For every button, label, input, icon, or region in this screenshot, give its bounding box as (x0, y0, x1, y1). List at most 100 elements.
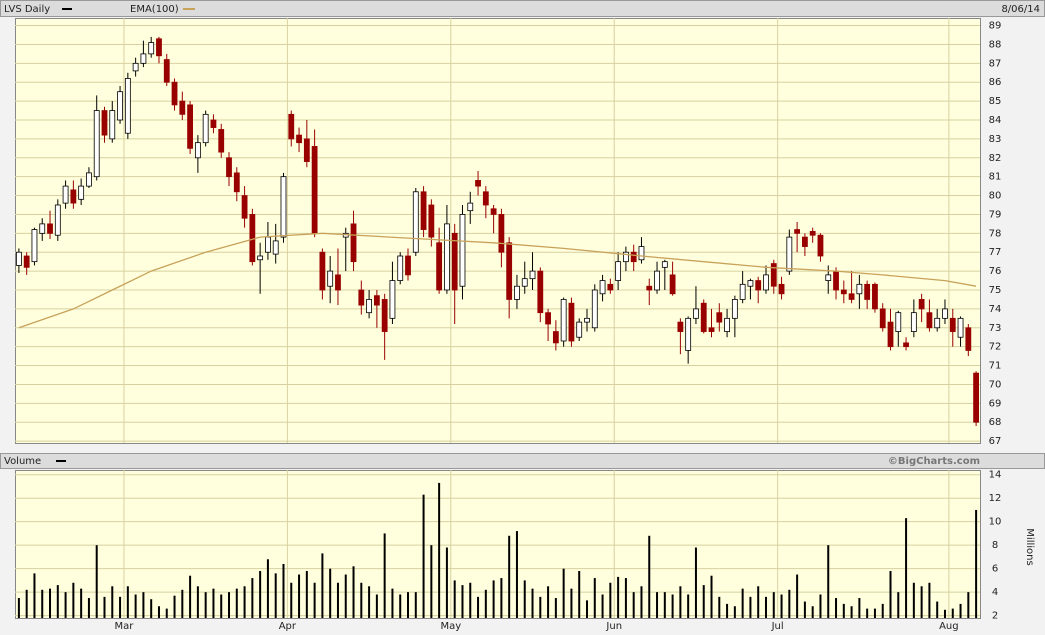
volume-bar (547, 586, 550, 618)
volume-bar (17, 598, 20, 618)
candle-body (926, 312, 933, 329)
volume-bar (72, 582, 75, 618)
date: 8/06/14 (1001, 4, 1040, 15)
volume-bar (352, 566, 355, 618)
candle-body (124, 78, 131, 134)
candle-body (15, 251, 22, 266)
candle-body (529, 270, 536, 280)
y-tick-label: 6 (992, 564, 998, 575)
candle-body (39, 223, 46, 234)
y-tick-label: 73 (989, 323, 1002, 334)
volume-panel (15, 470, 981, 619)
candle-body (373, 295, 380, 306)
candle-body (86, 172, 92, 187)
volume-bar (835, 598, 838, 618)
volume-bar (235, 588, 238, 618)
candle-body (965, 327, 972, 351)
volume-bar (228, 592, 231, 618)
candle-body (669, 274, 676, 295)
y-tick-label: 87 (989, 58, 1002, 69)
volume-bar (422, 494, 425, 618)
volume-bar (617, 576, 620, 618)
volume-bar (25, 589, 28, 618)
candle-body (444, 223, 450, 291)
volume-bar (189, 575, 192, 618)
y-tick-label: 8 (992, 540, 998, 551)
volume-bar (897, 592, 900, 618)
candle-body (521, 278, 528, 287)
volume-bar (111, 586, 114, 618)
candle-body (47, 223, 53, 234)
volume-bar (87, 598, 90, 618)
y-tick-label: 80 (989, 191, 1002, 202)
candle-body (327, 270, 334, 287)
candle-body (31, 229, 38, 263)
candle-body (801, 236, 808, 247)
volume-bar (827, 545, 830, 618)
candle-body (661, 261, 668, 268)
volume-bar (142, 592, 145, 618)
candle-body (973, 372, 980, 423)
candle-body (864, 283, 871, 300)
y-tick-label: 86 (989, 77, 1002, 88)
candle-body (809, 231, 816, 236)
y-tick-label: 72 (989, 342, 1002, 353)
candle-body (942, 308, 948, 319)
volume-bar (477, 596, 480, 618)
candle-body (148, 42, 155, 55)
candle-body (319, 251, 326, 291)
volume-bar (173, 595, 176, 618)
candle-body (615, 261, 622, 281)
volume-bar (407, 592, 410, 618)
volume-bar (733, 606, 736, 618)
volume-bar (951, 608, 954, 618)
volume-bar (157, 606, 160, 618)
volume-bar (780, 594, 783, 618)
volume-bar (710, 575, 713, 618)
volume-bar (671, 594, 674, 618)
candle-body (420, 191, 427, 230)
volume-bar (64, 592, 67, 618)
volume-bar (943, 609, 946, 618)
candle-body (140, 53, 147, 64)
candle-body (194, 142, 201, 159)
volume-bar (593, 578, 596, 618)
legend-label: EMA(100) (130, 4, 179, 15)
volume-bar (80, 588, 83, 618)
candle-body (132, 62, 139, 72)
volume-bar (49, 588, 52, 618)
y-tick-label: 84 (989, 115, 1002, 126)
candle-body (560, 299, 567, 342)
candle-body (700, 302, 707, 332)
volume-bar (523, 580, 526, 618)
y-tick-label: 10 (989, 517, 1002, 528)
volume-bar (344, 574, 347, 618)
candle-body (778, 283, 785, 295)
candle-body (840, 289, 847, 295)
candle-body (226, 157, 232, 178)
volume-bar (212, 588, 215, 618)
candle-body (475, 180, 481, 187)
volume-bar (56, 585, 59, 618)
candle-body (93, 110, 100, 178)
candle-body (506, 242, 513, 300)
volume-bar (95, 545, 98, 618)
y-tick-label: 67 (989, 436, 1002, 447)
y-tick-label: 69 (989, 398, 1002, 409)
candle-body (794, 229, 801, 234)
volume-bar (881, 603, 884, 618)
volume-bar (251, 578, 254, 618)
candle-body (210, 119, 217, 128)
y-tick-label: 4 (992, 587, 998, 598)
candle-body (817, 234, 824, 257)
candle-body (467, 202, 474, 212)
candle-body (257, 255, 264, 261)
candle-body (545, 312, 551, 325)
candle-body (685, 317, 692, 351)
volume-bar (508, 535, 511, 618)
y-tick-label: 78 (989, 228, 1002, 239)
candle-body (218, 129, 225, 153)
candle-body (405, 255, 411, 276)
candle-body (436, 242, 443, 291)
y-tick-label: 85 (989, 96, 1002, 107)
